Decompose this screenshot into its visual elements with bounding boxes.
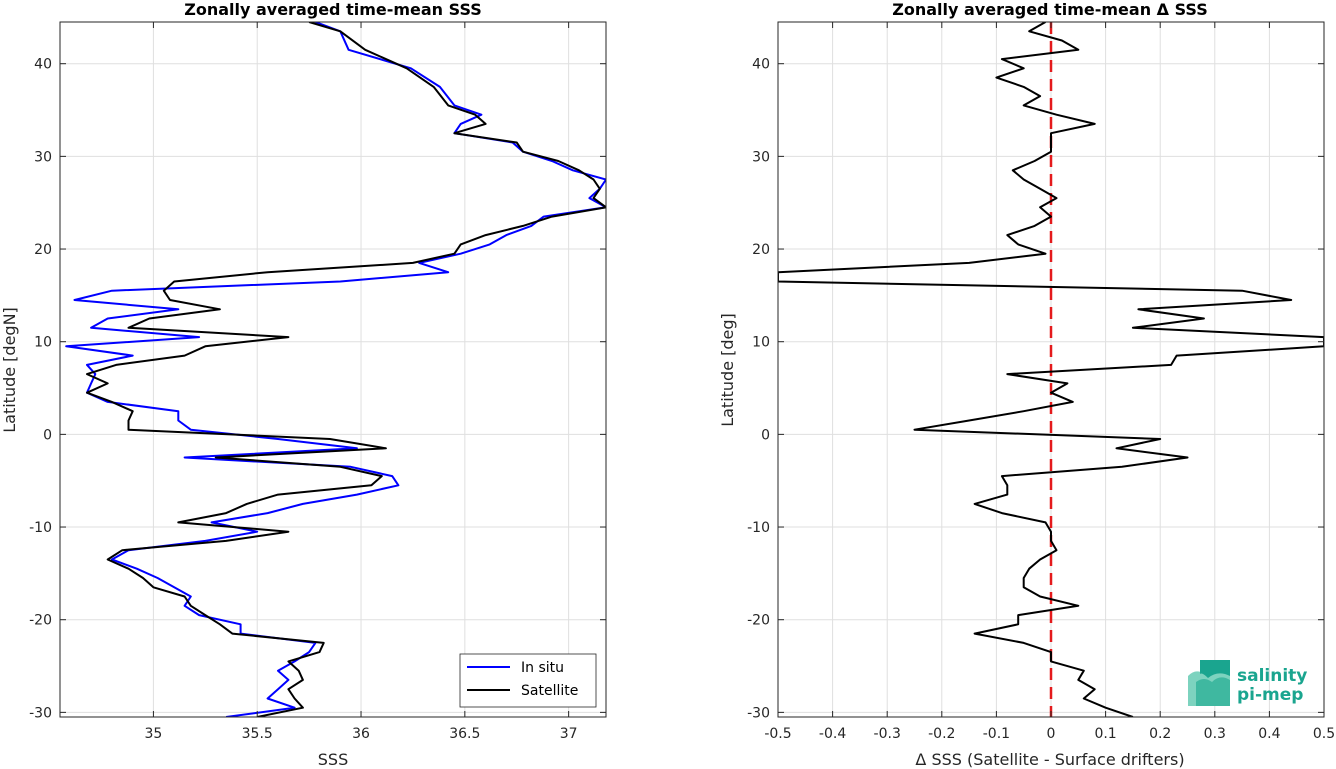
left-chart-title: Zonally averaged time-mean SSS xyxy=(184,0,482,19)
left-x-tick-label-1: 35.5 xyxy=(242,726,273,742)
left-x-tick-label-0: 35 xyxy=(145,726,163,742)
right-y-tick-label-1: -20 xyxy=(747,613,770,629)
right-x-axis-label: Δ SSS (Satellite - Surface drifters) xyxy=(915,750,1184,769)
left-x-tick-label-2: 36 xyxy=(352,726,370,742)
right-y-tick-label-4: 10 xyxy=(752,335,770,351)
legend-box xyxy=(459,653,597,708)
salinity-pi-mep-logo: salinity pi-mep xyxy=(1188,660,1307,706)
left-series-line-in-situ xyxy=(65,22,606,717)
legend: In situ Satellite xyxy=(459,653,597,708)
left-x-tick-label-3: 36.5 xyxy=(449,726,480,742)
left-x-tick-label-4: 37 xyxy=(560,726,578,742)
right-ticks: -0.5 -0.4 -0.3 -0.2 -0.1 0 0.1 0.2 0.3 0.4 0.5 -30 -… xyxy=(747,22,1335,742)
logo-text-line2: pi-mep xyxy=(1237,685,1303,705)
right-y-axis-label: Latitude [deg] xyxy=(718,313,737,427)
right-x-tick-label-6: 0.1 xyxy=(1094,726,1116,742)
logo-icon xyxy=(1188,660,1230,706)
right-y-tick-label-0: -30 xyxy=(747,705,770,721)
left-ticks: 35 35.5 36 36.5 37 -30 -20 -10 0 10 20 30 40 xyxy=(29,22,606,742)
left-y-tick-label-5: 20 xyxy=(34,242,52,258)
right-panel-delta-sss: -0.5 -0.4 -0.3 -0.2 -0.1 0 0.1 0.2 0.3 0.4 0.5 -30 -… xyxy=(718,0,1335,769)
right-x-tick-label-3: -0.2 xyxy=(928,726,955,742)
right-x-tick-label-2: -0.3 xyxy=(874,726,901,742)
right-x-tick-label-7: 0.2 xyxy=(1149,726,1171,742)
right-y-tick-label-7: 40 xyxy=(752,57,770,73)
right-y-tick-label-2: -10 xyxy=(747,520,770,536)
right-x-tick-label-1: -0.4 xyxy=(819,726,846,742)
left-y-tick-label-0: -30 xyxy=(29,705,52,721)
left-y-tick-label-6: 30 xyxy=(34,149,52,165)
right-x-tick-label-8: 0.3 xyxy=(1204,726,1226,742)
right-series-line-delta-sss xyxy=(778,22,1324,717)
right-series xyxy=(778,22,1324,717)
left-y-tick-label-7: 40 xyxy=(34,57,52,73)
right-y-tick-label-6: 30 xyxy=(752,149,770,165)
legend-label-in-situ: In situ xyxy=(521,660,564,676)
right-x-tick-label-10: 0.5 xyxy=(1313,726,1335,742)
left-y-tick-label-2: -10 xyxy=(29,520,52,536)
left-series xyxy=(65,22,606,717)
right-x-tick-label-5: 0 xyxy=(1047,726,1056,742)
left-y-axis-label: Latitude [degN] xyxy=(0,307,19,433)
right-x-tick-label-9: 0.4 xyxy=(1258,726,1280,742)
left-x-axis-label: SSS xyxy=(318,750,348,769)
left-grid xyxy=(60,22,606,717)
legend-label-satellite: Satellite xyxy=(521,683,578,699)
right-x-tick-label-4: -0.1 xyxy=(983,726,1010,742)
left-y-tick-label-4: 10 xyxy=(34,335,52,351)
left-axes-box xyxy=(59,21,607,718)
right-y-tick-label-3: 0 xyxy=(761,427,770,443)
right-y-tick-label-5: 20 xyxy=(752,242,770,258)
right-chart-title: Zonally averaged time-mean Δ SSS xyxy=(892,0,1208,19)
left-y-tick-label-1: -20 xyxy=(29,613,52,629)
logo-text-line1: salinity xyxy=(1237,666,1307,686)
left-panel-sss: 35 35.5 36 36.5 37 -30 -20 -10 0 10 20 30 40 Zonally… xyxy=(0,0,607,769)
right-x-tick-label-0: -0.5 xyxy=(764,726,791,742)
left-plot-area xyxy=(60,22,606,717)
left-y-tick-label-3: 0 xyxy=(43,427,52,443)
left-series-line-satellite xyxy=(86,22,606,717)
